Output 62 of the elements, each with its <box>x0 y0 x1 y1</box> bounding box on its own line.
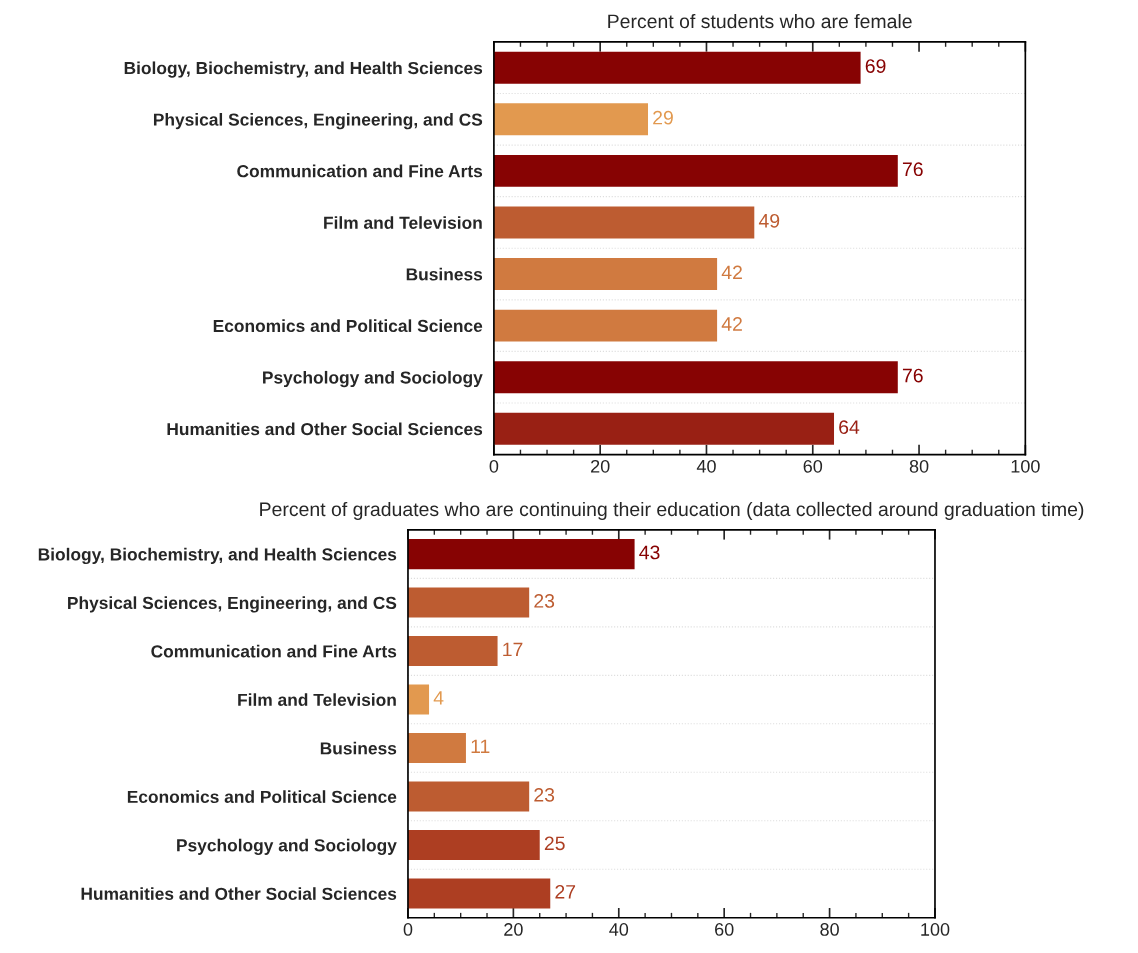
y-tick-label: Film and Television <box>324 216 482 229</box>
bar <box>407 733 466 764</box>
data-label: 76 <box>902 368 923 383</box>
bar <box>493 412 835 445</box>
x-tick-label: 0 <box>489 459 499 473</box>
y-tick-label: Humanities and Other Social Sciences <box>167 422 483 436</box>
bar <box>493 309 718 342</box>
y-tick-label: Biology, Biochemistry, and Health Sciences <box>124 61 483 78</box>
chart-title: Percent of students who are female <box>608 13 912 29</box>
data-label: 25 <box>544 836 565 851</box>
y-tick-label: Film and Television <box>238 693 396 707</box>
data-label: 29 <box>653 110 673 125</box>
data-label: 11 <box>471 739 490 754</box>
bar <box>407 878 551 909</box>
bar <box>493 154 898 187</box>
data-label: 42 <box>721 317 742 331</box>
y-tick-label: Business <box>406 267 483 281</box>
x-tick-label: 100 <box>1011 459 1040 473</box>
y-tick-label: Business <box>320 741 397 755</box>
data-label: 4 <box>433 691 444 705</box>
x-tick-label: 0 <box>403 923 413 936</box>
y-tick-label: Physical Sciences, Engineering, and CS <box>153 113 483 130</box>
y-tick-label: Humanities and Other Social Sciences <box>81 887 397 900</box>
data-label: 49 <box>758 213 780 228</box>
data-label: 42 <box>721 265 742 280</box>
bar <box>493 103 649 136</box>
chart-title: Percent of graduates who are continuing their education (data collected around graduation time) <box>260 501 1084 521</box>
data-label: 23 <box>534 594 555 608</box>
y-tick-label: Communication and Fine Arts <box>237 164 483 178</box>
data-label: 23 <box>534 787 555 802</box>
data-label: 17 <box>503 642 523 657</box>
y-tick-label: Economics and Political Science <box>127 790 397 803</box>
y-tick-label: Psychology and Sociology <box>263 370 483 388</box>
y-tick-label: Physical Sciences, Engineering, and CS <box>68 596 397 613</box>
data-label: 69 <box>865 59 886 73</box>
data-label: 64 <box>839 420 860 435</box>
x-tick-label: 20 <box>591 459 610 473</box>
bar <box>407 587 530 618</box>
y-tick-label: Psychology and Sociology <box>177 838 397 855</box>
bar <box>407 636 498 667</box>
data-label: 27 <box>555 884 576 899</box>
x-tick-label: 80 <box>820 923 839 936</box>
bar <box>407 829 540 861</box>
x-tick-label: 40 <box>696 459 716 473</box>
bar <box>407 781 530 812</box>
x-tick-label: 60 <box>803 459 823 473</box>
y-tick-label: Economics and Political Science <box>213 319 483 333</box>
x-tick-label: 20 <box>504 923 523 936</box>
data-label: 76 <box>902 162 923 177</box>
x-tick-label: 100 <box>921 923 950 936</box>
x-tick-label: 80 <box>909 459 929 473</box>
bar <box>407 539 635 570</box>
y-tick-label: Communication and Fine Arts <box>151 644 397 658</box>
bar <box>493 51 861 84</box>
bar <box>493 206 755 239</box>
bar <box>407 684 430 715</box>
data-label: 43 <box>639 545 660 560</box>
bar <box>493 258 718 291</box>
x-tick-label: 40 <box>609 923 629 936</box>
x-tick-label: 60 <box>715 923 734 936</box>
bar <box>493 361 898 394</box>
y-tick-label: Biology, Biochemistry, and Health Sciences <box>38 547 397 565</box>
